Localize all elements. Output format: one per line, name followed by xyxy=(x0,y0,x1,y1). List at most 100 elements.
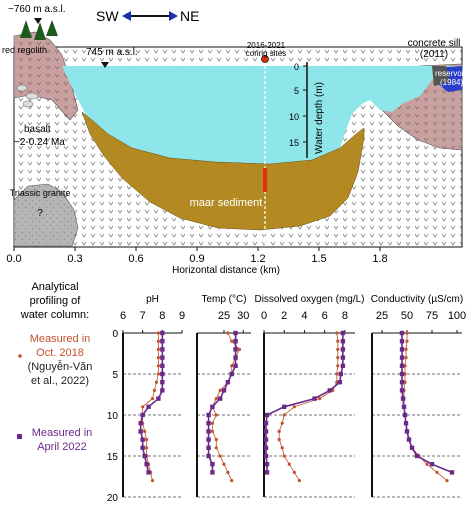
apr-2022-legend-marker-icon xyxy=(17,434,22,439)
oct-2018-point xyxy=(154,380,159,384)
oct-2018-point xyxy=(210,421,215,425)
oct-2018-point xyxy=(297,479,301,483)
apr-2022-point xyxy=(401,404,407,409)
rim-marker-icon xyxy=(101,62,109,68)
oct-2018-point xyxy=(156,339,160,343)
oct-2018-point xyxy=(318,397,322,401)
apr-2022-point xyxy=(160,363,165,368)
oct-2018-point xyxy=(210,429,215,433)
oct-legend-citation: (Nguyễn-Văn xyxy=(28,360,93,373)
apr-2022-point xyxy=(282,404,287,409)
reservoir-year-label: (1984) xyxy=(440,78,463,87)
oct-2018-point xyxy=(156,331,160,335)
oct-2018-point xyxy=(282,454,286,458)
x-tick-label: 1.2 xyxy=(250,253,265,265)
profile-panel: Temp (°C) 25 30 xyxy=(196,294,251,498)
oct-2018-point xyxy=(336,364,340,368)
oct-2018-point xyxy=(145,438,149,442)
x-tick-label: 25 xyxy=(376,310,388,322)
apr-2022-point xyxy=(233,330,238,336)
apr-2022-point xyxy=(327,388,332,393)
oct-2018-point xyxy=(150,397,155,401)
oct-2018-point xyxy=(280,421,284,425)
x-axis: 0.0 0.3 0.6 0.9 1.2 1.5 1.8 Horizontal d… xyxy=(6,246,462,276)
apr-2022-point xyxy=(409,445,415,450)
red-regolith-label: red regolith xyxy=(2,45,47,55)
apr-2022-point xyxy=(399,363,405,368)
basalt-label: basalt xyxy=(24,124,51,135)
apr-2022-point xyxy=(403,421,409,426)
oct-2018-point xyxy=(214,397,218,401)
oct-2018-point xyxy=(277,429,281,433)
water-depth-axis-title: Water depth (m) xyxy=(314,82,325,154)
apr-2022-point xyxy=(263,421,269,426)
depth-tick-label: 15 xyxy=(107,452,119,463)
oct-2018-point xyxy=(435,470,439,474)
coring-site-marker-icon xyxy=(261,55,269,63)
oct-2018-point xyxy=(156,364,160,368)
intro-line: Analytical xyxy=(31,281,78,293)
x-tick-label: 0.6 xyxy=(128,253,143,265)
concrete-sill-label: concrete sill xyxy=(408,38,461,49)
oct-2018-point xyxy=(141,405,145,409)
reservoir-label: reservoir xyxy=(435,69,466,78)
rim-elevation-label: 745 m a.s.l. xyxy=(86,47,138,58)
oct-2018-point xyxy=(277,438,281,442)
oct-2018-point xyxy=(403,372,407,376)
apr-2022-point xyxy=(414,453,420,459)
summit-marker-icon xyxy=(34,18,42,24)
apr-2022-point xyxy=(233,347,238,352)
apr-2022-point xyxy=(160,347,165,352)
x-axis-title: Horizontal distance (km) xyxy=(172,265,280,276)
profile-panel: pH 6 7 8 9 0 5 10 15 20 xyxy=(107,294,185,504)
tree-icons xyxy=(20,20,58,40)
apr-2022-point xyxy=(337,380,343,385)
compass-ne-label: NE xyxy=(180,8,199,24)
apr-2022-point xyxy=(449,470,455,475)
x-tick-label: 9 xyxy=(179,310,185,322)
apr-2022-point xyxy=(140,445,145,450)
x-tick-label: 100 xyxy=(448,310,466,322)
oct-2018-point xyxy=(282,413,286,417)
x-tick-label: 30 xyxy=(237,310,249,322)
apr-2022-point xyxy=(340,339,346,344)
oct-2018-point xyxy=(336,356,340,360)
water-depth-axis: 0 5 10 15 Water depth (m) xyxy=(289,62,325,158)
apr-2022-point xyxy=(146,470,151,475)
x-tick-label: 1.5 xyxy=(311,253,326,265)
oct-2018-point xyxy=(222,462,226,466)
series-line xyxy=(207,333,237,473)
oct-legend-line: Oct. 2018 xyxy=(36,347,84,359)
apr-2022-point xyxy=(160,380,165,385)
apr-2022-point xyxy=(399,380,405,385)
maar-sediment-body xyxy=(81,111,365,231)
compass-arrow-icon xyxy=(122,11,178,21)
oct-2018-point xyxy=(335,331,339,335)
oct-2018-point xyxy=(405,339,409,343)
apr-2022-point xyxy=(138,429,143,434)
panel-title: Temp (°C) xyxy=(201,294,246,305)
oct-2018-point xyxy=(214,413,218,417)
apr-2022-point xyxy=(233,339,238,344)
oct-2018-point xyxy=(226,331,230,335)
compass-sw-label: SW xyxy=(96,8,119,24)
x-tick-label: 0 xyxy=(261,310,267,322)
apr-2022-point xyxy=(140,412,145,418)
apr-2022-point xyxy=(399,371,405,377)
apr-2022-point xyxy=(206,429,211,434)
apr-2022-point xyxy=(225,380,231,385)
granite-question-label: ? xyxy=(37,208,43,219)
oct-2018-point xyxy=(143,429,147,433)
x-tick-label: 7 xyxy=(140,310,146,322)
apr-2022-point xyxy=(340,363,346,368)
apr-2022-point xyxy=(312,396,317,401)
profile-panel: Conductivity (µS/cm) 25 50 75 100 xyxy=(371,294,466,498)
oct-2018-point xyxy=(152,388,157,392)
oct-2018-point xyxy=(404,347,408,351)
apr-2022-point xyxy=(210,404,215,409)
oct-2018-point xyxy=(405,331,409,335)
depth-tick-label: 10 xyxy=(107,411,119,422)
oct-2018-point xyxy=(156,347,160,351)
apr-2022-point xyxy=(229,371,234,377)
